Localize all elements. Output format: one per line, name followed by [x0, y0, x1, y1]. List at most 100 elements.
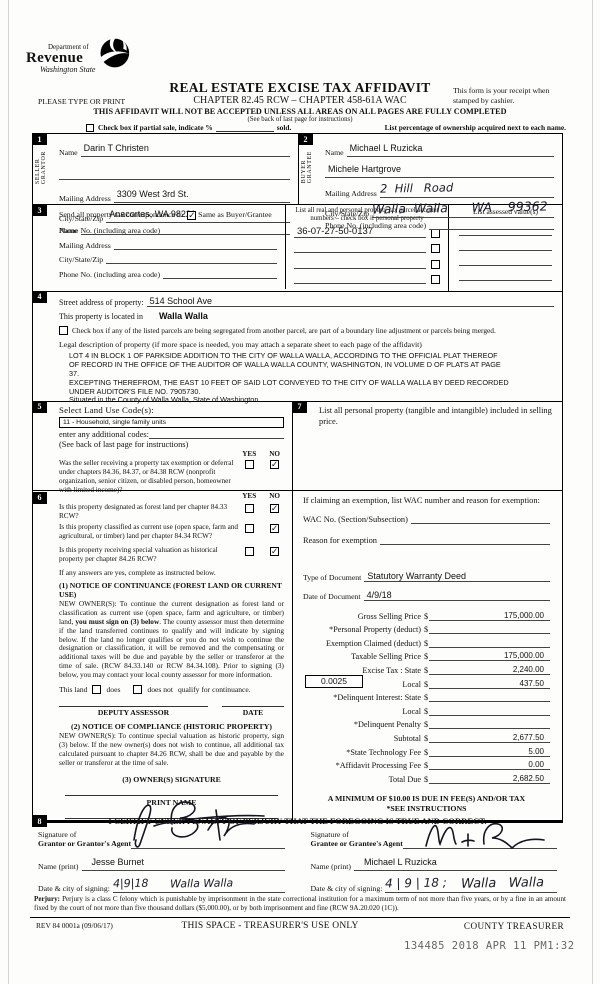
seller-name2-field — [59, 161, 290, 180]
same-as-buyer-label: Same as Buyer/Grantee — [198, 210, 272, 219]
send-correspondence-label: Send all property tax correspondence to: — [59, 210, 186, 219]
warning-line: THIS AFFIDAVIT WILL NOT BE ACCEPTED UNLE… — [93, 107, 507, 116]
section-1-seller: 1 SELLER GRANTOR Name Darin T Christen Ma… — [32, 133, 299, 235]
corr-city-label: City/State/Zip — [59, 255, 104, 264]
corr-mailing-field — [113, 239, 277, 250]
minimum-fee-note: A MINIMUM OF $10.00 IS DUE IN FEE(S) AND… — [327, 793, 526, 813]
total-due-value: 2,682.50 — [429, 774, 550, 784]
type-of-document-field: Statutory Warranty Deed — [364, 571, 550, 582]
section-3-correspondence: 3 Send all property tax correspondence t… — [32, 204, 286, 289]
buyer-mailing-label: Mailing Address — [325, 189, 377, 198]
section-6-designations: 6 YES NO Is this property designated as f… — [32, 490, 292, 819]
personal-property-label: List all personal property (tangible and… — [319, 405, 552, 427]
grantee-name-print-label: Name (print) — [310, 861, 352, 871]
local-rate-box: 0.0025 — [305, 674, 363, 688]
grantee-name-print-field: Michael L Ruzicka — [354, 852, 557, 871]
notice-compliance-body: NEW OWNER(S): To continue special valuat… — [59, 730, 284, 767]
date-of-document-field: 4/9/18 — [363, 590, 550, 601]
notice-continuance-body: NEW OWNER(S): To continue the current de… — [59, 598, 285, 680]
grantor-date-city-field: 4|9|18 Walla Walla — [113, 874, 285, 893]
fee-row-processing-fee: *Affidavit Processing Fee $0.00 — [303, 757, 550, 771]
this-land-label: This land — [59, 684, 88, 694]
grantee-signature-of-label: Signature of — [310, 830, 349, 839]
scan-artifact-right — [592, 0, 593, 984]
certify-statement: I CERTIFY UNDER PENALTY OF PERJURY THAT … — [108, 816, 487, 826]
delinquent-penalty-value — [429, 719, 550, 730]
q6-2-yes-checkbox — [245, 523, 254, 533]
grantor-date-city-label: Date & city of signing: — [38, 883, 110, 893]
additional-codes-label: enter any additional codes: — [59, 429, 149, 439]
dor-logo: Department of Revenue Washington State — [26, 37, 131, 74]
deputy-assessor-label: DEPUTY ASSESSOR — [59, 705, 208, 717]
notice-compliance-title: (2) NOTICE OF COMPLIANCE (HISTORIC PROPE… — [71, 721, 272, 731]
chapter-line: CHAPTER 82.45 RCW – CHAPTER 458-61A WAC — [193, 95, 407, 106]
excise-tax-state-value: 2,240.00 — [429, 665, 550, 675]
scan-artifact-left — [8, 0, 9, 984]
corr-name-field — [80, 224, 277, 235]
fee-row-gross: Gross Selling Price $175,000.00 — [303, 607, 550, 621]
land-use-code-field: 11 - Household, single family units — [59, 416, 284, 428]
type-of-document-label: Type of Document — [303, 572, 362, 582]
reason-label: Reason for exemption — [303, 535, 377, 545]
seller-name-label: Name — [59, 148, 78, 157]
assessed-values-column: List assessed value(s) — [449, 205, 562, 291]
subtotal-value: 2,677.50 — [429, 733, 550, 743]
buyer-mailing-field: 2 Hill Road — [380, 179, 554, 198]
column-divider-line — [33, 489, 562, 491]
partial-sale-checkbox — [86, 124, 94, 132]
q6-1-yes-checkbox — [245, 503, 254, 513]
logo-revenue-text: Revenue — [26, 50, 84, 66]
see-back-note: (See back of last page for instructions) — [247, 116, 353, 123]
parcel-personal-checkbox-2 — [431, 244, 440, 254]
legal-description-text: LOT 4 IN BLOCK 1 OF PARKSIDE ADDITION TO… — [69, 350, 509, 405]
buyer-city-label: City/State/Zip — [325, 209, 370, 218]
fee-row-exemption: Exemption Claimed (deduct) $ — [303, 634, 550, 648]
parcel-personal-checkbox-1 — [431, 228, 440, 238]
forest-land-question: Is this property designated as forest la… — [59, 502, 228, 520]
segregated-label: Check box if any of the listed parcels a… — [72, 325, 496, 335]
legal-description-label: Legal description of property (if more s… — [59, 339, 422, 349]
dor-swirl-icon — [97, 37, 131, 74]
section-4-number: 4 — [32, 290, 47, 303]
section-5-land-use: 5 Select Land Use Code(s): 11 - Househol… — [32, 400, 292, 494]
ownership-label: List percentage of ownership acquired ne… — [384, 123, 566, 132]
excise-tax-local-value: 437.50 — [429, 679, 550, 689]
exemption-question: Was the seller receiving a property tax … — [59, 458, 234, 494]
partial-sale-label: Check box if partial sale, indicate % — [98, 123, 213, 132]
historic-property-question: Is this property receiving special valua… — [59, 545, 218, 563]
date-of-document-label: Date of Document — [303, 591, 361, 601]
fee-row-delinq-interest-state: *Delinquent Interest: State $ — [303, 689, 550, 703]
seller-mailing-field: 3309 West 3rd St. — [113, 184, 290, 203]
grantor-name-print-label: Name (print) — [38, 861, 79, 871]
buyer-name2-field: Michele Hartgrove — [325, 159, 554, 178]
notice-continuance-title: (1) NOTICE OF CONTINUANCE (FOREST LAND O… — [59, 580, 282, 599]
form-revision-number: REV 84 0001a (09/06/17) — [36, 921, 113, 930]
parcel-field-3 — [294, 258, 426, 269]
street-address-field: 514 School Ave — [146, 296, 554, 307]
partial-sale-percent-field — [215, 131, 274, 132]
fee-row-personal: *Personal Property (deduct) $ — [303, 621, 550, 635]
corr-name-label: Name — [59, 226, 78, 235]
gross-selling-price-value: 175,000.00 — [429, 611, 550, 621]
q6-3-yes-checkbox — [245, 546, 254, 556]
seller-city-label: City/State/Zip — [59, 214, 104, 223]
claiming-exemption-label: If claiming an exemption, list WAC numbe… — [303, 495, 540, 505]
current-use-question: Is this property classified as current u… — [59, 522, 239, 540]
assessed-field-3 — [459, 252, 552, 266]
does-label: does — [106, 684, 121, 694]
assessed-field-4 — [459, 267, 552, 281]
same-as-buyer-checkbox: ✓ — [187, 211, 197, 221]
section-8-number: 8 — [32, 815, 47, 827]
affidavit-processing-fee-value: 0.00 — [429, 760, 550, 771]
reason-field — [379, 534, 550, 545]
buyer-grantee-side-label: BUYER GRANTEE — [301, 151, 313, 184]
q5-no-checkbox: ✓ — [270, 459, 279, 470]
land-does-checkbox — [92, 684, 102, 694]
buyer-name-label: Name — [325, 148, 344, 157]
receipt-note: This form is your receipt when stamped b… — [453, 86, 550, 105]
q6-1-no-checkbox: ✓ — [270, 503, 279, 514]
treasurer-space-label: THIS SPACE - TREASURER'S USE ONLY — [181, 921, 359, 931]
section-8-certification: 8 I CERTIFY UNDER PENALTY OF PERJURY THA… — [32, 811, 563, 893]
parcel-field-2 — [294, 242, 426, 254]
